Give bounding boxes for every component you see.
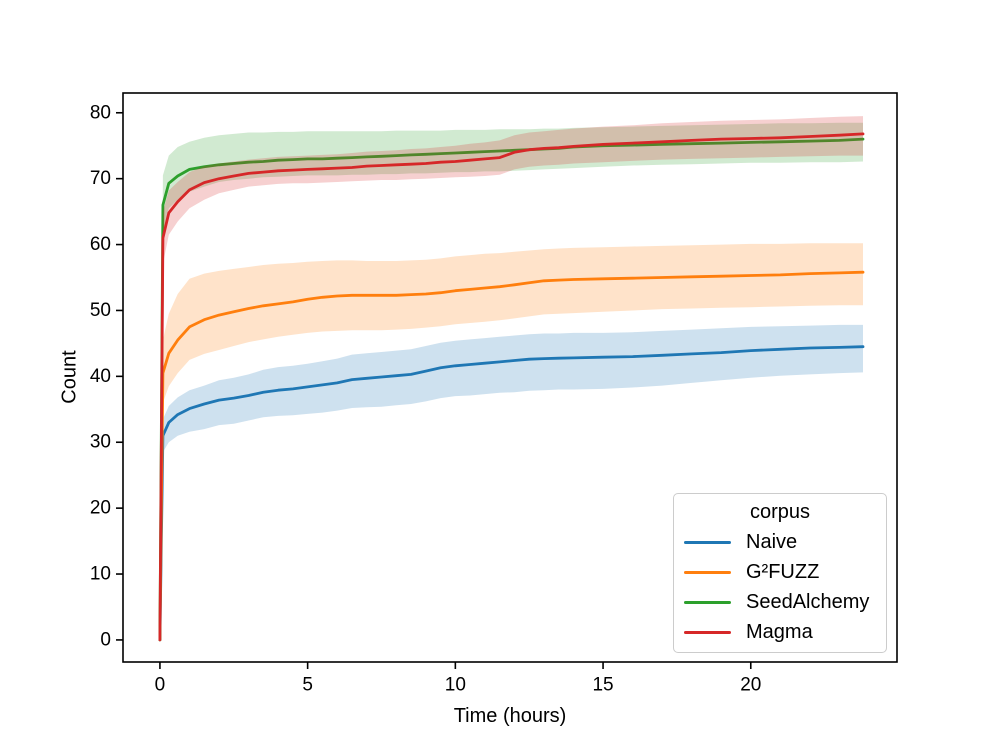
plot-line-naive [158,345,865,642]
confidence-band-magma [159,116,863,640]
confidence-band-seedalchemy [159,122,863,640]
y-tick-label: 80 [90,102,111,123]
legend-title: corpus [749,501,811,523]
y-axis-label: Count [58,350,81,404]
legend-item-magma: Magma [682,617,878,647]
legend-label-magma: Magma [746,620,813,643]
confidence-band-g-fuzz [159,243,863,640]
legend-swatch-seedalchemy [684,600,731,604]
y-tick-label: 70 [90,168,111,189]
plot-line-g-fuzz [158,270,865,642]
y-tick-label: 30 [90,432,111,453]
x-tick-label: 20 [740,675,761,696]
x-axis-label: Time (hours) [453,705,567,727]
axes-spines [122,92,898,663]
legend-item-g-fuzz: G²FUZZ [682,557,878,587]
legend-swatch-naive [684,540,731,544]
y-tick-label: 60 [90,234,111,255]
legend-item-naive: Naive [682,527,878,557]
legend-item-seedalchemy: SeedAlchemy [682,587,878,617]
y-tick-label: 0 [100,629,111,650]
y-tick-label: 20 [90,498,111,519]
x-tick-label: 0 [155,675,166,696]
legend-label-seedalchemy: SeedAlchemy [746,590,870,613]
y-tick-label: 10 [90,564,111,585]
y-tick-label: 40 [90,366,111,387]
legend-swatch-magma [684,630,731,634]
plot-line-magma [158,132,865,642]
x-tick-label: 5 [302,675,313,696]
legend-items: Naive G²FUZZ SeedAlchemy Magma [682,527,878,647]
x-tick-label: 15 [592,675,613,696]
legend-swatch-g-fuzz [684,570,731,574]
x-tick-label: 10 [445,675,466,696]
legend: corpus Naive G²FUZZ SeedAlchemy Magma [673,493,887,653]
plot-line-seedalchemy [158,137,865,642]
plot-area [158,116,865,642]
legend-label-g-fuzz: G²FUZZ [746,560,820,583]
legend-label-naive: Naive [746,530,798,553]
confidence-band-naive [159,324,863,640]
y-tick-label: 50 [90,300,111,321]
